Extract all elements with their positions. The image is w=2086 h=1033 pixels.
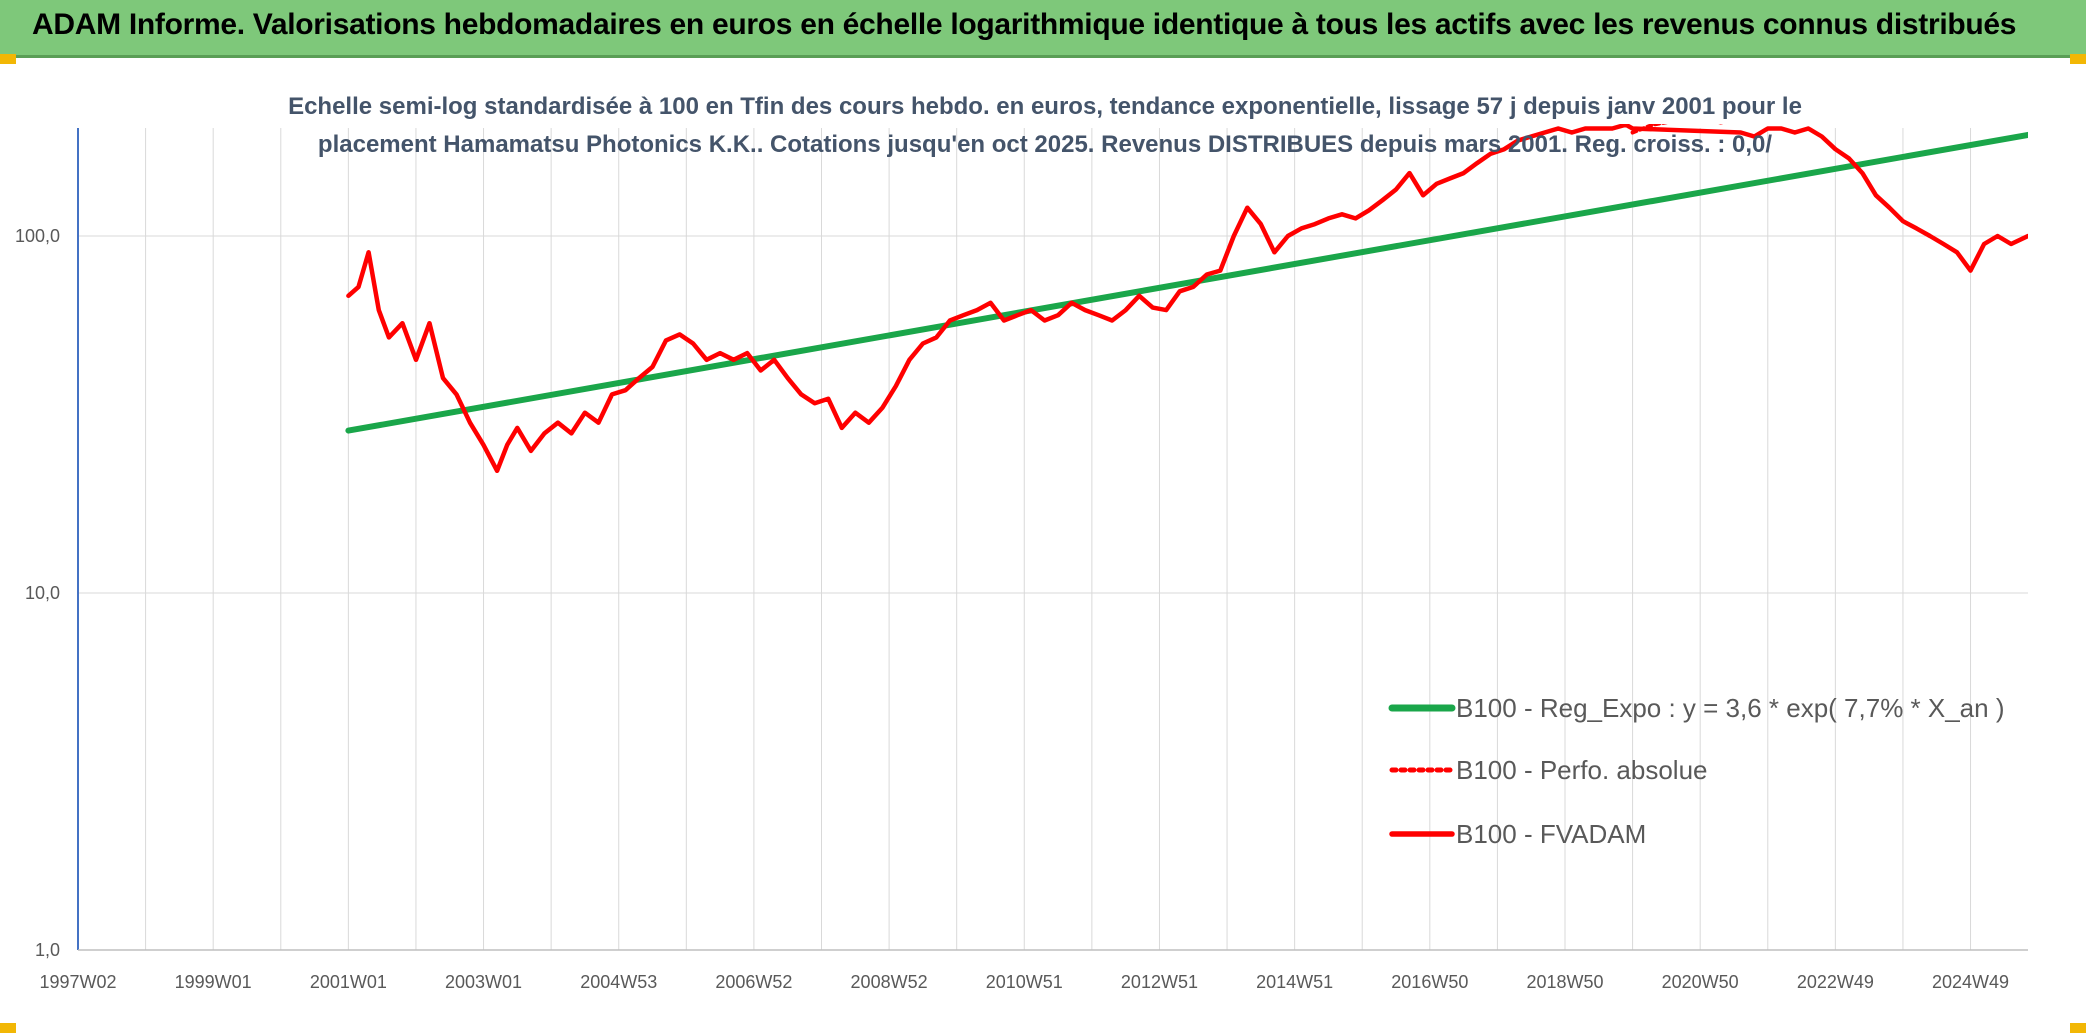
- x-tick-label: 2022W49: [1797, 972, 1874, 992]
- series-line-perfo-absolue: [1630, 124, 1725, 135]
- page-title: ADAM Informe. Valorisations hebdomadaire…: [32, 8, 2017, 41]
- x-tick-label: 2003W01: [445, 972, 522, 992]
- x-tick-label: 2016W50: [1391, 972, 1468, 992]
- corner-marker-top-right: [2070, 54, 2086, 64]
- x-tick-label: 2024W49: [1932, 972, 2009, 992]
- y-tick-label: 1,0: [35, 940, 60, 960]
- series-line-fvadam: [346, 124, 2028, 474]
- x-tick-label: 2014W51: [1256, 972, 1333, 992]
- x-tick-label: 2012W51: [1121, 972, 1198, 992]
- legend-label: B100 - Reg_Expo : y = 3,6 * exp( 7,7% * …: [1456, 693, 2005, 723]
- series-line-reg-expo: [345, 131, 2028, 434]
- x-tick-label: 2020W50: [1662, 972, 1739, 992]
- y-tick-label: 10,0: [25, 583, 60, 603]
- grid-lines: [77, 128, 2028, 951]
- y-tick-label: 100,0: [15, 226, 60, 246]
- x-tick-label: 2008W52: [851, 972, 928, 992]
- legend-label: B100 - FVADAM: [1456, 819, 1646, 849]
- legend-label: B100 - Perfo. absolue: [1456, 755, 1708, 785]
- corner-marker-bottom-left: [0, 1023, 16, 1033]
- x-tick-label: 2010W51: [986, 972, 1063, 992]
- legend: B100 - Reg_Expo : y = 3,6 * exp( 7,7% * …: [1388, 693, 2005, 849]
- header-banner: ADAM Informe. Valorisations hebdomadaire…: [0, 0, 2086, 58]
- chart-title-line-1: Echelle semi-log standardisée à 100 en T…: [288, 93, 1802, 120]
- corner-marker-top-left: [0, 54, 16, 64]
- chart-title: Echelle semi-log standardisée à 100 en T…: [250, 88, 1840, 164]
- x-tick-label: 2006W52: [715, 972, 792, 992]
- x-tick-label: 2018W50: [1526, 972, 1603, 992]
- chart-title-line-2: placement Hamamatsu Photonics K.K.. Cota…: [317, 131, 1773, 158]
- x-tick-label: 1997W02: [39, 972, 116, 992]
- x-tick-label: 1999W01: [175, 972, 252, 992]
- x-tick-label: 2004W53: [580, 972, 657, 992]
- axes: [77, 128, 2028, 951]
- x-tick-label: 2001W01: [310, 972, 387, 992]
- series-lines: [345, 124, 2028, 474]
- corner-marker-bottom-right: [2070, 1023, 2086, 1033]
- tick-labels: 1,0 10,0 100,0 1997W02 1999W01 2001W01 2003W01…: [15, 226, 2009, 992]
